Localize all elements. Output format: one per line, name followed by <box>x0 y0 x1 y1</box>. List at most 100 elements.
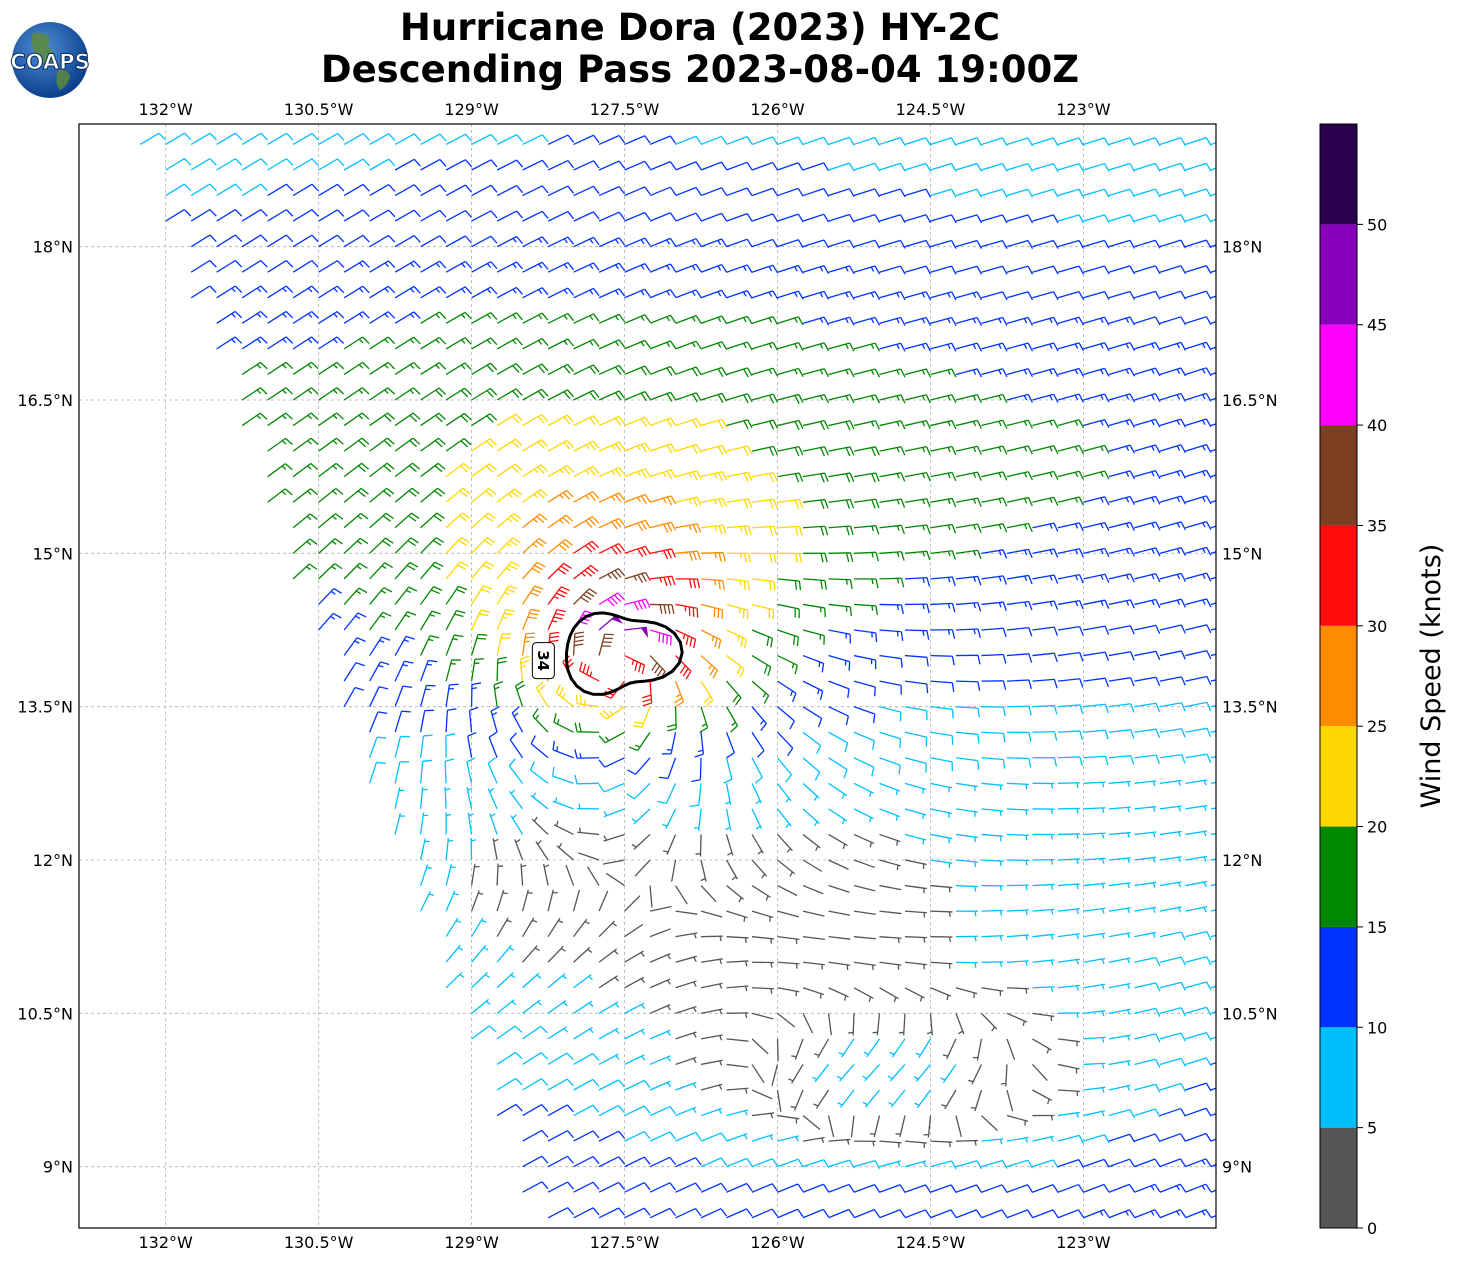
wind-barb <box>649 212 677 222</box>
wind-barb <box>1134 188 1161 198</box>
wind-barb <box>420 286 447 299</box>
wind-barb <box>1159 779 1182 786</box>
wind-barb <box>1057 419 1085 429</box>
wind-barb <box>445 412 472 427</box>
wind-barb <box>1159 367 1187 377</box>
wind-barb <box>981 162 1008 172</box>
wind-barb <box>573 1155 600 1168</box>
wind-barb <box>1210 627 1216 631</box>
wind-barb <box>1210 1087 1216 1091</box>
wind-barb <box>853 316 881 326</box>
wind-barb <box>1210 1011 1216 1014</box>
wind-barb <box>529 761 549 784</box>
wind-barb <box>791 1038 804 1060</box>
wind-barb <box>751 1064 765 1084</box>
wind-barb <box>598 757 625 768</box>
wind-barb <box>700 471 728 482</box>
wind-barb <box>1159 856 1182 863</box>
wind-barb <box>496 944 515 963</box>
wind-barb <box>771 1064 779 1086</box>
wind-barb <box>649 1105 677 1117</box>
wind-barb <box>700 885 717 903</box>
wind-barb <box>522 185 549 197</box>
wind-barb <box>649 1004 671 1014</box>
wind-barb <box>496 999 517 1014</box>
wind-barb <box>726 603 749 620</box>
wind-barb <box>751 525 778 536</box>
wind-barb <box>828 859 849 870</box>
wind-barb <box>930 654 955 666</box>
wind-barb <box>216 158 243 171</box>
wind-barb <box>955 1160 983 1170</box>
wind-barb <box>1108 1133 1136 1143</box>
wind-barb <box>624 237 651 248</box>
wind-barb <box>1134 754 1160 765</box>
lon-tick-label-bottom: 123°W <box>1056 1233 1111 1252</box>
colorbar-segment <box>1320 826 1357 927</box>
wind-barb <box>1032 1159 1059 1169</box>
wind-barb <box>1108 470 1136 480</box>
wind-barb <box>343 661 365 682</box>
wind-barb <box>598 262 626 273</box>
wind-barb <box>1006 626 1033 637</box>
wind-barb <box>631 808 651 825</box>
wind-barb <box>930 576 956 586</box>
wind-barb <box>467 812 474 835</box>
wind-barb <box>802 265 830 274</box>
wind-barb <box>1108 625 1135 635</box>
wind-barb <box>1083 1036 1106 1043</box>
wind-barb <box>828 578 853 589</box>
wind-barb <box>419 812 429 835</box>
wind-barb <box>547 389 575 401</box>
wind-barb <box>547 945 566 963</box>
wind-barb <box>190 285 217 299</box>
wind-barb <box>1083 1010 1106 1017</box>
wind-barb <box>904 910 927 918</box>
wind-barb <box>691 757 702 783</box>
wind-barb <box>1134 162 1161 172</box>
wind-barb <box>470 837 477 861</box>
wind-barb <box>241 336 268 350</box>
wind-barb <box>675 655 692 680</box>
wind-barb <box>216 310 243 324</box>
wind-barb <box>343 512 369 529</box>
wind-barb <box>624 654 646 675</box>
wind-barb <box>981 368 1008 378</box>
wind-barb <box>970 1089 983 1112</box>
wind-barb <box>292 234 319 248</box>
wind-barb <box>165 208 192 222</box>
wind-barb <box>522 1104 549 1117</box>
wind-barb <box>1108 239 1136 249</box>
wind-barb <box>1159 444 1187 454</box>
wind-barb <box>904 239 932 249</box>
wind-barb <box>853 629 878 643</box>
wind-barb <box>923 1115 932 1138</box>
wind-barb <box>853 291 881 301</box>
wind-barb <box>726 471 753 482</box>
wind-barb <box>394 611 417 631</box>
wind-barb <box>241 310 268 324</box>
wind-barb <box>445 683 459 707</box>
lon-tick-label-top: 126°W <box>750 100 805 119</box>
wind-barb <box>904 706 928 720</box>
lon-tick-label-top: 129°W <box>444 100 499 119</box>
wind-barb <box>930 137 957 147</box>
wind-barb <box>514 838 524 861</box>
wind-barb <box>726 1157 753 1168</box>
wind-barb <box>930 550 956 560</box>
colorbar-segment <box>1320 926 1357 1028</box>
wind-barb <box>853 680 876 697</box>
wind-barb <box>968 1064 983 1085</box>
wind-barb <box>631 833 651 850</box>
wind-barb <box>853 731 875 750</box>
wind-barb <box>1083 932 1106 939</box>
wind-barb <box>1032 626 1059 636</box>
wind-barb <box>1134 650 1161 661</box>
wind-barb <box>981 1209 1008 1219</box>
wind-barb <box>1083 188 1110 198</box>
wind-barb <box>904 342 932 352</box>
wind-barb <box>828 680 850 699</box>
wind-barb <box>369 184 396 197</box>
wind-barb <box>700 444 728 455</box>
wind-barb <box>777 910 799 918</box>
